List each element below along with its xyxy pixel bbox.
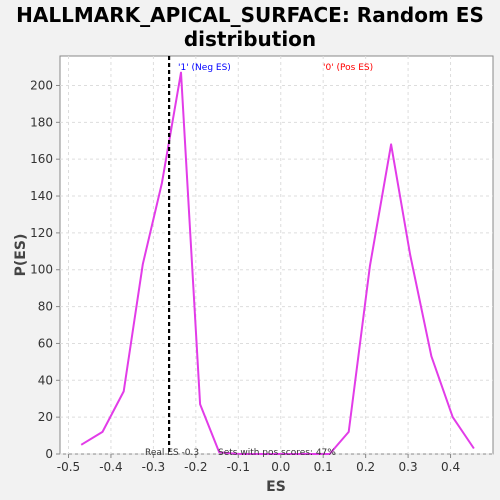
y-tick-label: 200: [30, 78, 53, 92]
y-tick-label: 40: [38, 373, 53, 387]
neg-es-label: '1' (Neg ES): [178, 63, 231, 73]
pos-scores-text: Sets with pos scores: 47%: [218, 448, 336, 458]
y-tick-label: 60: [38, 336, 53, 350]
x-tick-label: -0.2: [184, 460, 207, 474]
distribution-line: [80, 71, 475, 455]
y-tick-label: 160: [30, 152, 53, 166]
x-tick-label: -0.1: [227, 460, 250, 474]
x-tick-label: -0.4: [99, 460, 122, 474]
x-axis-label: ES: [266, 479, 286, 495]
tick-layer: -0.5 -0.4 -0.3 -0.2 -0.1 0.0 0.1 0.2 0.3 0.4 0 20 40…: [30, 78, 460, 474]
chart-title-line-1: HALLMARK_APICAL_SURFACE: Random ES: [16, 3, 484, 27]
grid-layer: [60, 56, 493, 455]
y-axis-label: P(ES): [13, 234, 29, 277]
x-tick-label: 0.4: [441, 460, 460, 474]
y-tick-label: 0: [45, 447, 53, 461]
y-tick-label: 180: [30, 115, 53, 129]
x-tick-label: -0.3: [142, 460, 165, 474]
pos-es-label: '0' (Pos ES): [323, 63, 373, 73]
plot-area: [59, 55, 494, 455]
real-es-text: Real ES -0.3: [145, 448, 199, 458]
chart-title-line-2: distribution: [184, 27, 316, 51]
y-tick-label: 140: [30, 189, 53, 203]
x-tick-label: 0.1: [314, 460, 333, 474]
y-tick-label: 100: [30, 263, 53, 277]
y-tick-label: 120: [30, 226, 53, 240]
series-layer: [80, 71, 475, 455]
y-tick-label: 20: [38, 410, 53, 424]
y-tick-label: 80: [38, 300, 53, 314]
x-tick-label: 0.2: [356, 460, 375, 474]
x-tick-label: 0.0: [271, 460, 290, 474]
x-tick-label: -0.5: [57, 460, 80, 474]
x-tick-label: 0.3: [399, 460, 418, 474]
